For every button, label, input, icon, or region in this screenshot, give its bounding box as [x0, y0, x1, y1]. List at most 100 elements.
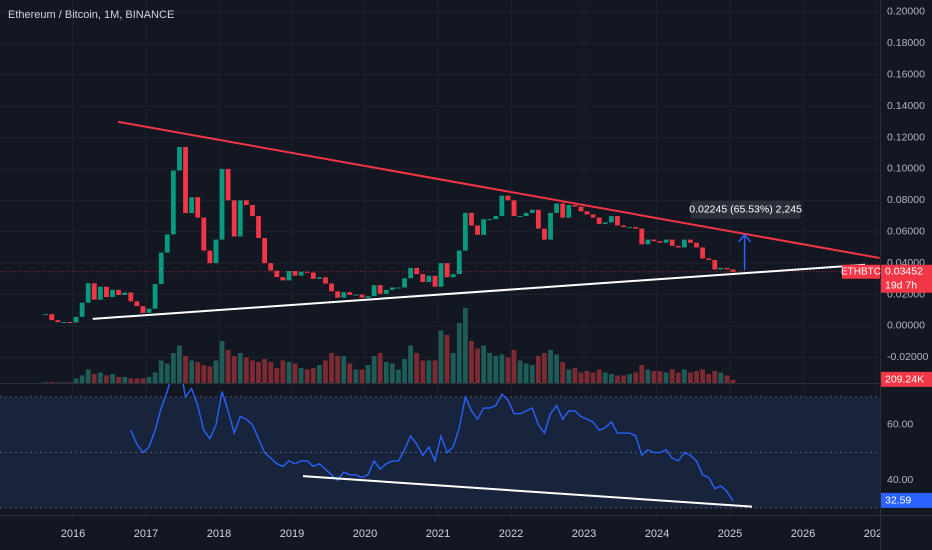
time-axis: 2016 2017 2018 2019 2020 2021 2022 2023 2024 2025… — [61, 528, 880, 540]
volume-bar — [274, 368, 280, 383]
volume-bar — [669, 369, 675, 383]
volume-label: 209.24K — [885, 374, 924, 386]
volume-bar — [189, 360, 195, 383]
candle — [542, 228, 547, 240]
candle — [481, 219, 487, 235]
candle — [469, 212, 474, 226]
countdown-label: 19d 7h — [885, 280, 917, 292]
x-tick-label: 2026 — [791, 528, 815, 540]
volume-bar — [462, 308, 468, 383]
candle — [213, 239, 219, 264]
candle — [706, 258, 712, 261]
volume-bar — [590, 372, 596, 383]
candle — [438, 263, 444, 287]
y-tick-label: -0.02000 — [887, 351, 929, 363]
candle — [596, 217, 602, 224]
volume-bar — [146, 377, 152, 383]
volume-bar — [554, 354, 560, 383]
candle — [256, 216, 261, 239]
volume-bar — [389, 363, 395, 383]
volume-bar — [724, 375, 730, 383]
candle — [91, 283, 97, 300]
candle — [122, 292, 128, 296]
volume-bar — [268, 362, 274, 383]
candle — [286, 270, 292, 281]
candle — [584, 211, 590, 215]
x-tick-label: 2025 — [718, 528, 742, 540]
volume-bar — [481, 345, 487, 383]
candle — [128, 292, 134, 302]
candle — [231, 200, 237, 237]
volume-bar — [365, 365, 371, 383]
volume-bar — [499, 354, 505, 383]
volume-bar — [243, 357, 249, 383]
volume-bar — [505, 357, 511, 383]
price-badge — [881, 264, 932, 293]
candle — [335, 291, 341, 298]
candle — [310, 272, 316, 279]
candle — [499, 195, 505, 217]
candle — [274, 270, 280, 278]
symbol-label: ETHBTC — [841, 266, 881, 277]
candle — [414, 267, 420, 275]
volume-bar — [316, 365, 322, 383]
candle — [621, 225, 626, 228]
volume-bar — [335, 356, 341, 383]
volume-bar — [639, 365, 645, 383]
candle — [511, 200, 517, 217]
volume-bar — [621, 375, 626, 383]
candle — [608, 216, 614, 223]
volume-bar — [529, 365, 535, 383]
volume-bar — [469, 341, 474, 383]
candle — [688, 239, 693, 243]
candle — [615, 216, 620, 226]
candle — [219, 168, 225, 240]
volume-bar — [730, 379, 736, 383]
volume-bar — [560, 362, 566, 383]
candle — [730, 269, 736, 272]
volume-bar — [408, 345, 414, 383]
volume-bar — [353, 369, 359, 383]
volume-bar — [657, 371, 663, 383]
volume-bar — [633, 372, 639, 383]
volume-bar — [566, 369, 572, 383]
candle — [633, 227, 639, 229]
candle — [347, 292, 353, 296]
candle — [152, 284, 158, 309]
candle — [116, 289, 122, 296]
candle — [426, 275, 432, 282]
volume-bar — [511, 350, 517, 383]
price-axis: 0.20000 0.18000 0.16000 0.14000 0.12000 0.100… — [887, 6, 929, 486]
candle — [396, 287, 401, 289]
volume-bar — [134, 378, 140, 383]
candle — [365, 296, 371, 298]
volume-bar — [310, 368, 316, 383]
candle — [359, 294, 365, 298]
main-pane: 0.02245 (65.53%) 2,245 — [0, 0, 880, 383]
candle — [104, 286, 109, 298]
volume-bar — [663, 372, 669, 383]
candle — [651, 239, 657, 242]
candle — [523, 212, 529, 217]
volume-bar — [323, 360, 328, 383]
y-tick-label: 0.08000 — [887, 194, 925, 206]
candle — [268, 263, 274, 271]
candle — [61, 322, 67, 324]
candle — [645, 239, 651, 245]
volume-bar — [444, 335, 450, 383]
candle — [243, 200, 249, 206]
candle — [341, 292, 347, 298]
candle — [389, 287, 395, 290]
candle — [189, 197, 195, 214]
volume-bar — [675, 372, 681, 383]
candle — [694, 242, 699, 248]
volume-bar — [694, 371, 699, 383]
volume-bar — [91, 374, 97, 383]
volume-bar — [304, 369, 310, 383]
candle — [110, 289, 115, 298]
candle — [262, 238, 268, 264]
candle — [79, 302, 85, 317]
volume-bar — [523, 363, 529, 383]
volume-bar — [286, 362, 292, 383]
x-tick-label: 2019 — [280, 528, 304, 540]
